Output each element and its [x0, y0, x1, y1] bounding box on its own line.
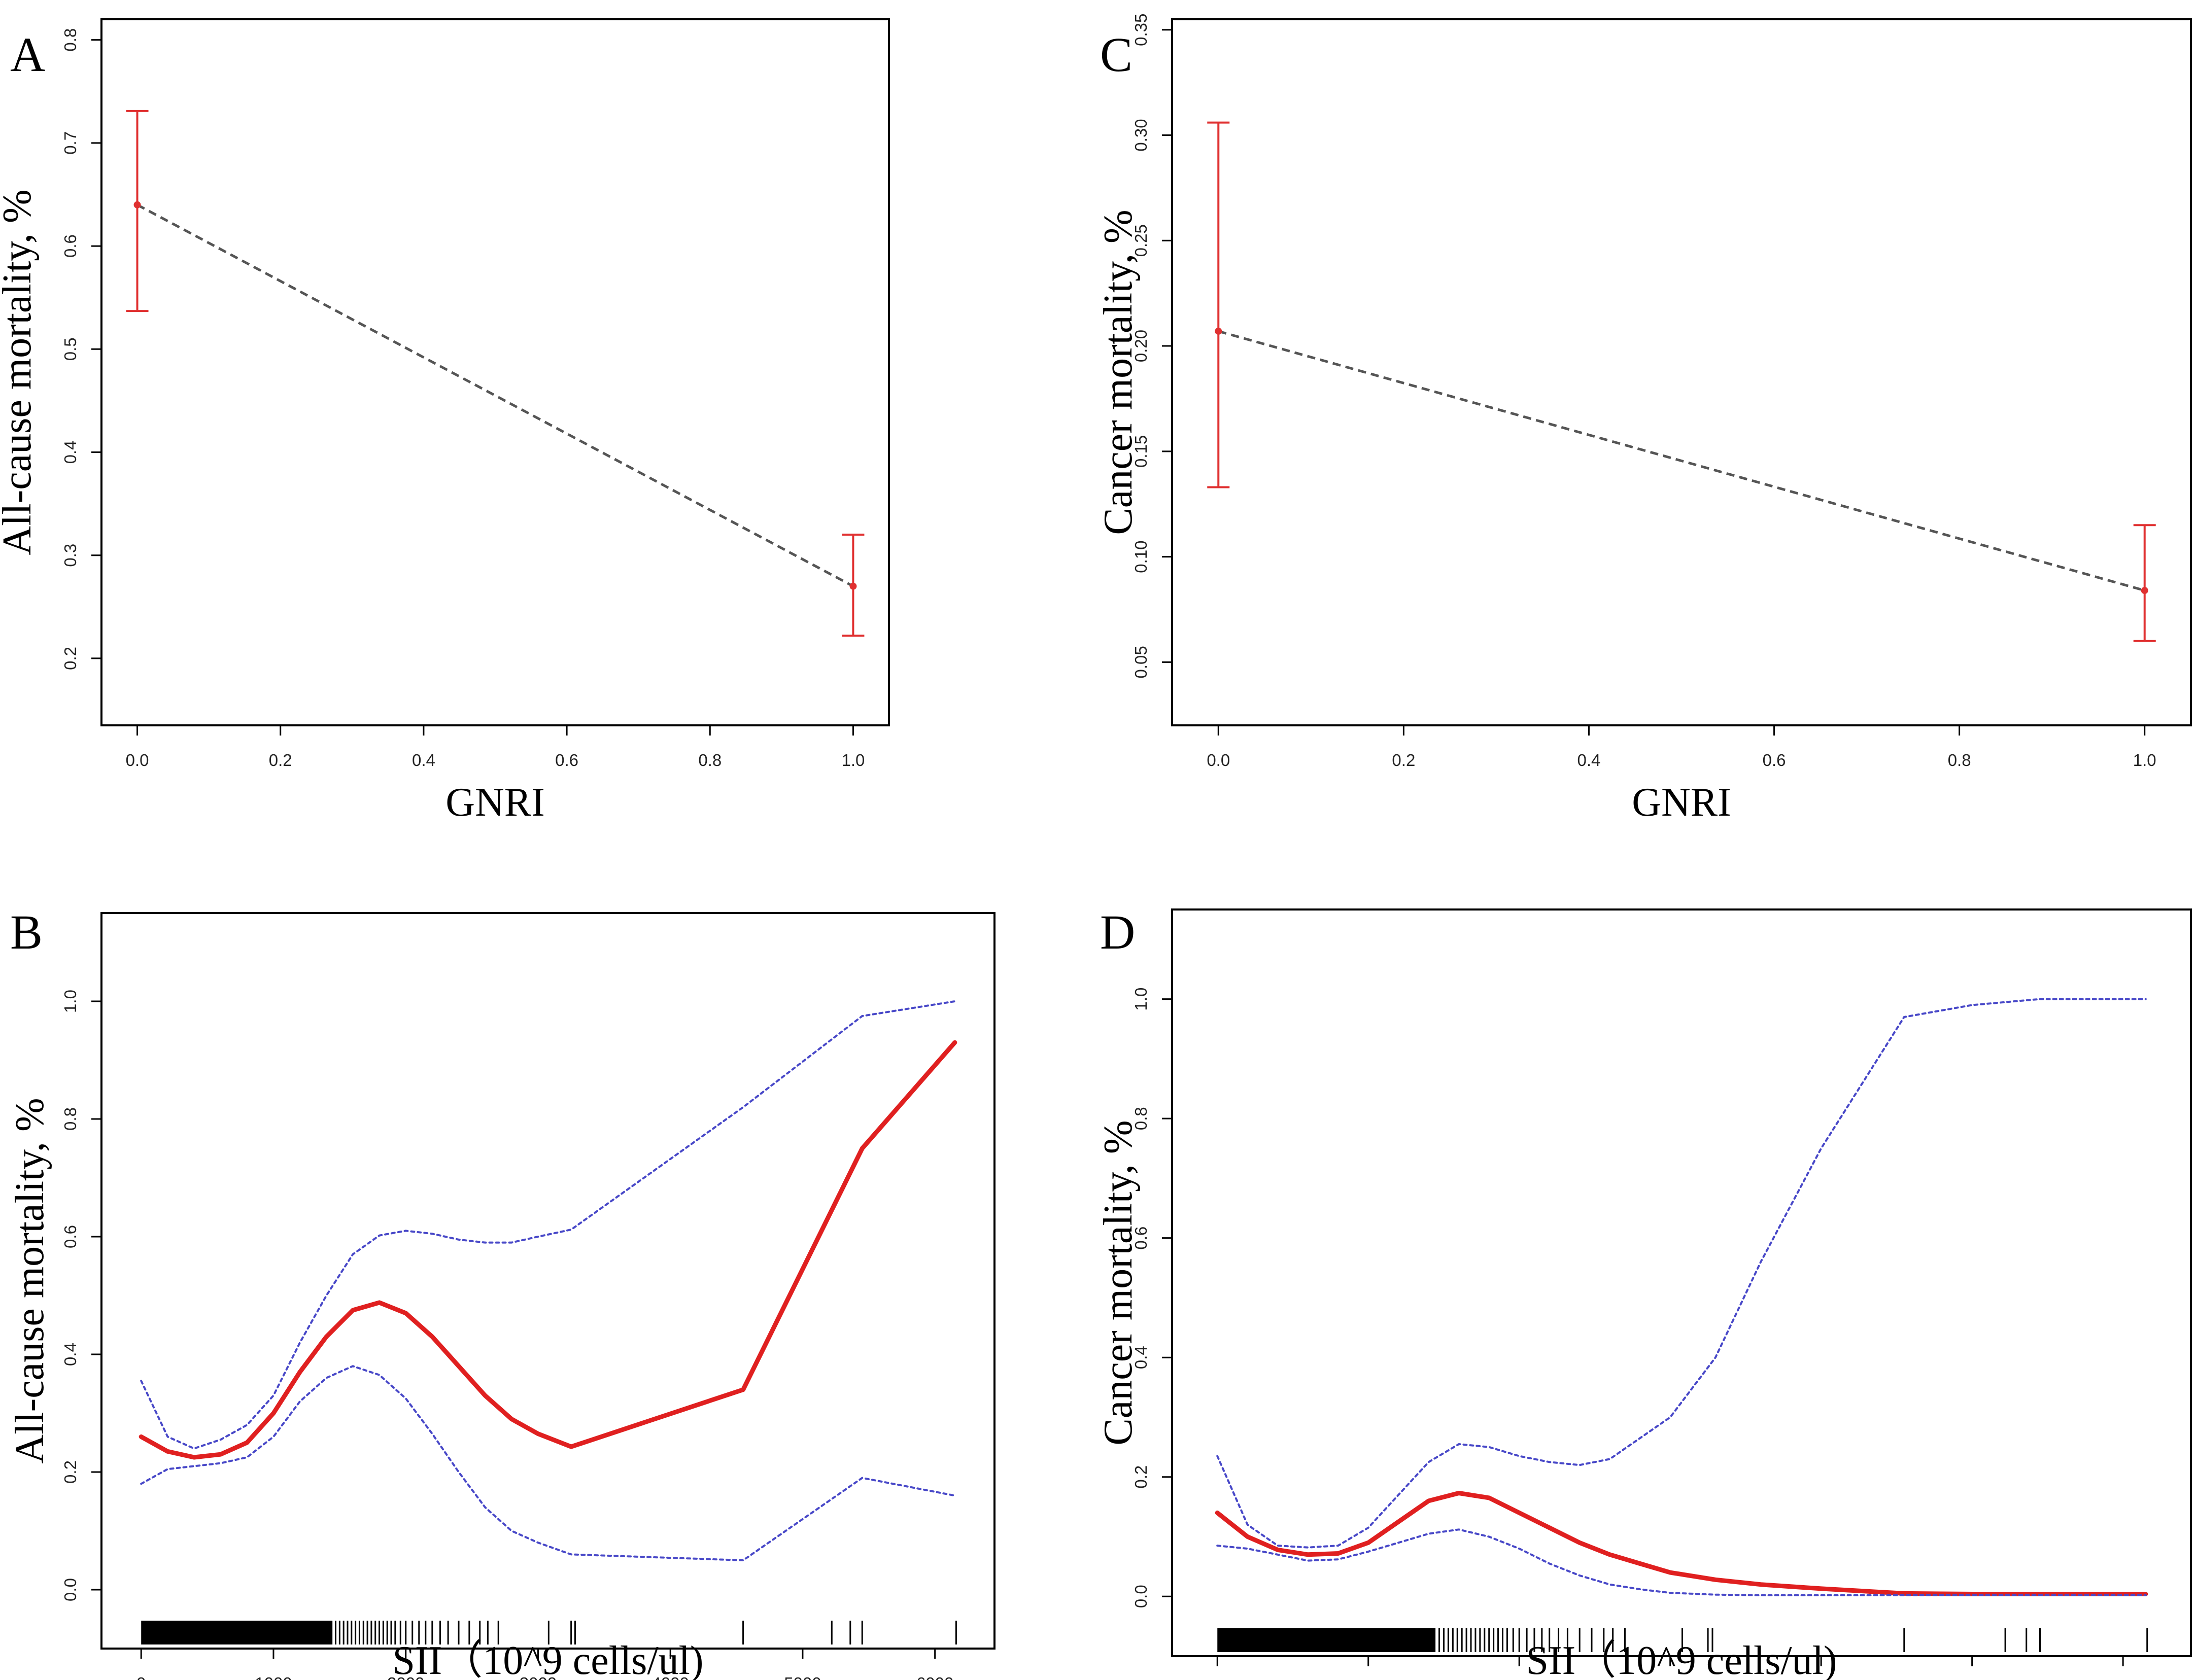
y-tick-label: 0.4: [61, 441, 80, 464]
x-tick-label: 5000: [784, 1674, 821, 1680]
panel-a: A 0.0 0.2 0.4 0.6 0.8 1.0 0.2 0.3 0.4 0.5 0.6 0.7 0.8…: [0, 18, 890, 825]
ci-line: [1216, 1528, 2147, 1596]
y-tick-label: 0.6: [61, 234, 80, 258]
x-axis-title: GNRI: [445, 780, 545, 825]
y-tick-label: 0.30: [1131, 119, 1150, 151]
y-tick-label: 0.0: [61, 1578, 80, 1601]
data-point: [133, 201, 141, 208]
x-tick-label: 0.6: [1763, 751, 1786, 769]
x-tick-label: 1000: [255, 1674, 292, 1680]
y-tick-label: 0.05: [1131, 646, 1150, 678]
plot-frame: [1171, 18, 2192, 726]
y-axis-title: All-cause mortality, %: [8, 1098, 52, 1463]
x-tick-label: 0.0: [1207, 751, 1230, 769]
x-tick-label: 1.0: [842, 751, 865, 769]
ci-line: [140, 1000, 956, 1450]
x-tick-label: 0.2: [269, 751, 292, 769]
ci-line: [140, 1365, 956, 1561]
y-tick-label: 0.25: [1131, 224, 1150, 257]
rug-dense-block: [141, 1621, 332, 1644]
y-tick-label: 0.8: [61, 1107, 80, 1131]
y-tick-label: 0.8: [1131, 1107, 1150, 1130]
x-tick-label: 0.0: [126, 751, 149, 769]
y-tick-label: 0.20: [1131, 330, 1150, 362]
panel-letter: C: [1100, 27, 1133, 82]
x-tick-label: 0.8: [698, 751, 722, 769]
y-tick-label: 0.4: [1131, 1346, 1150, 1369]
data-point: [849, 582, 857, 590]
plot-frame: [100, 912, 996, 1650]
estimate-line: [139, 1040, 957, 1460]
y-tick-label: 0.3: [61, 544, 80, 567]
panel-b: B 0 1000 2000 3000 4000 5000 6000 0.0 0.2 0.4 0.6 0.…: [8, 905, 996, 1680]
rug-dense-block: [1217, 1628, 1435, 1652]
panel-letter: D: [1100, 905, 1135, 959]
x-tick-label: 0: [136, 1674, 146, 1680]
x-axis-title: SII（10^9 cells/ul): [392, 1638, 703, 1680]
y-axis-title: Cancer mortality, %: [1096, 1120, 1141, 1445]
y-tick-label: 0.10: [1131, 540, 1150, 573]
x-tick-label: 0.4: [412, 751, 435, 769]
x-tick-label: 0.6: [555, 751, 578, 769]
y-tick-label: 0.15: [1131, 435, 1150, 468]
y-axis-title: Cancer mortality, %: [1096, 209, 1141, 535]
x-tick-label: 0.2: [1392, 751, 1415, 769]
trend-line: [136, 203, 854, 587]
data-point: [2141, 587, 2148, 594]
y-tick-label: 1.0: [61, 990, 80, 1013]
ci-line: [1216, 998, 2147, 1549]
y-tick-label: 0.2: [61, 647, 80, 670]
panel-letter: B: [10, 905, 43, 959]
y-tick-label: 0.5: [61, 337, 80, 361]
y-tick-label: 1.0: [1131, 988, 1150, 1011]
x-tick-label: 6000: [916, 1674, 953, 1680]
plot-frame: [1171, 908, 2192, 1657]
y-tick-label: 0.0: [1131, 1585, 1150, 1608]
x-tick-label: 3000: [520, 1674, 557, 1680]
y-tick-label: 0.35: [1131, 14, 1150, 46]
y-tick-label: 0.6: [1131, 1227, 1150, 1250]
trend-line: [1218, 330, 2145, 592]
panel-d: D01000200030004000500060000.00.20.40.60.…: [1096, 905, 2192, 1680]
panel-c: C 0.0 0.2 0.4 0.6 0.8 1.0 0.05 0.10 0.15 0.20 0.25 0…: [1096, 14, 2192, 825]
x-axis-title: GNRI: [1632, 780, 1731, 825]
plot-frame: [100, 18, 890, 726]
x-tick-label: 0.4: [1577, 751, 1601, 769]
x-tick-label: 2000: [387, 1674, 424, 1680]
estimate-line: [1215, 1491, 2148, 1596]
y-tick-label: 0.8: [61, 28, 80, 52]
y-tick-label: 0.6: [61, 1225, 80, 1248]
y-tick-label: 0.4: [61, 1343, 80, 1366]
y-axis-title: All-cause mortality, %: [0, 189, 40, 555]
y-tick-label: 0.2: [1131, 1465, 1150, 1489]
data-point: [1215, 327, 1222, 335]
panel-letter: A: [10, 27, 45, 82]
x-tick-label: 1.0: [2133, 751, 2156, 769]
y-tick-label: 0.2: [61, 1460, 80, 1484]
x-tick-label: 0.8: [1948, 751, 1971, 769]
y-tick-label: 0.7: [61, 131, 80, 155]
x-tick-label: 4000: [651, 1674, 689, 1680]
